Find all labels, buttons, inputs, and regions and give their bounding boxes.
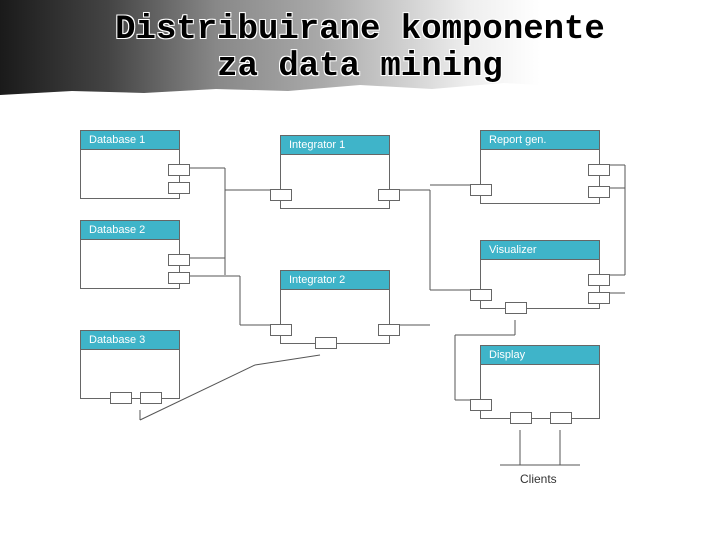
component-vis: Visualizer [480,240,600,309]
port [110,392,132,404]
component-body [480,364,600,419]
port [270,189,292,201]
component-label: Database 3 [80,330,180,349]
component-db3: Database 3 [80,330,180,399]
component-body [80,239,180,289]
component-db1: Database 1 [80,130,180,199]
component-label: Report gen. [480,130,600,149]
component-disp: Display [480,345,600,419]
port [588,274,610,286]
port [270,324,292,336]
component-body [80,149,180,199]
component-label: Visualizer [480,240,600,259]
port [140,392,162,404]
port [550,412,572,424]
diagram-canvas: Database 1 Database 2 Database 3 Integrator… [60,120,660,520]
component-body [80,349,180,399]
port [505,302,527,314]
component-body [280,154,390,209]
title-line1: Distribuirane komponente [115,11,605,49]
port [168,182,190,194]
port [470,184,492,196]
port [378,324,400,336]
component-body [280,289,390,344]
port [588,164,610,176]
component-body [480,149,600,204]
port [470,289,492,301]
component-rep: Report gen. [480,130,600,204]
component-label: Database 2 [80,220,180,239]
port [378,189,400,201]
component-int1: Integrator 1 [280,135,390,209]
port [168,164,190,176]
component-int2: Integrator 2 [280,270,390,344]
port [470,399,492,411]
clients-label: Clients [520,472,557,486]
port [588,186,610,198]
component-body [480,259,600,309]
port [168,272,190,284]
component-db2: Database 2 [80,220,180,289]
port [510,412,532,424]
page-title: Distribuirane komponente za data mining [0,12,720,87]
component-label: Integrator 1 [280,135,390,154]
component-label: Display [480,345,600,364]
port [588,292,610,304]
component-label: Integrator 2 [280,270,390,289]
port [315,337,337,349]
port [168,254,190,266]
title-line2: za data mining [217,48,503,86]
component-label: Database 1 [80,130,180,149]
